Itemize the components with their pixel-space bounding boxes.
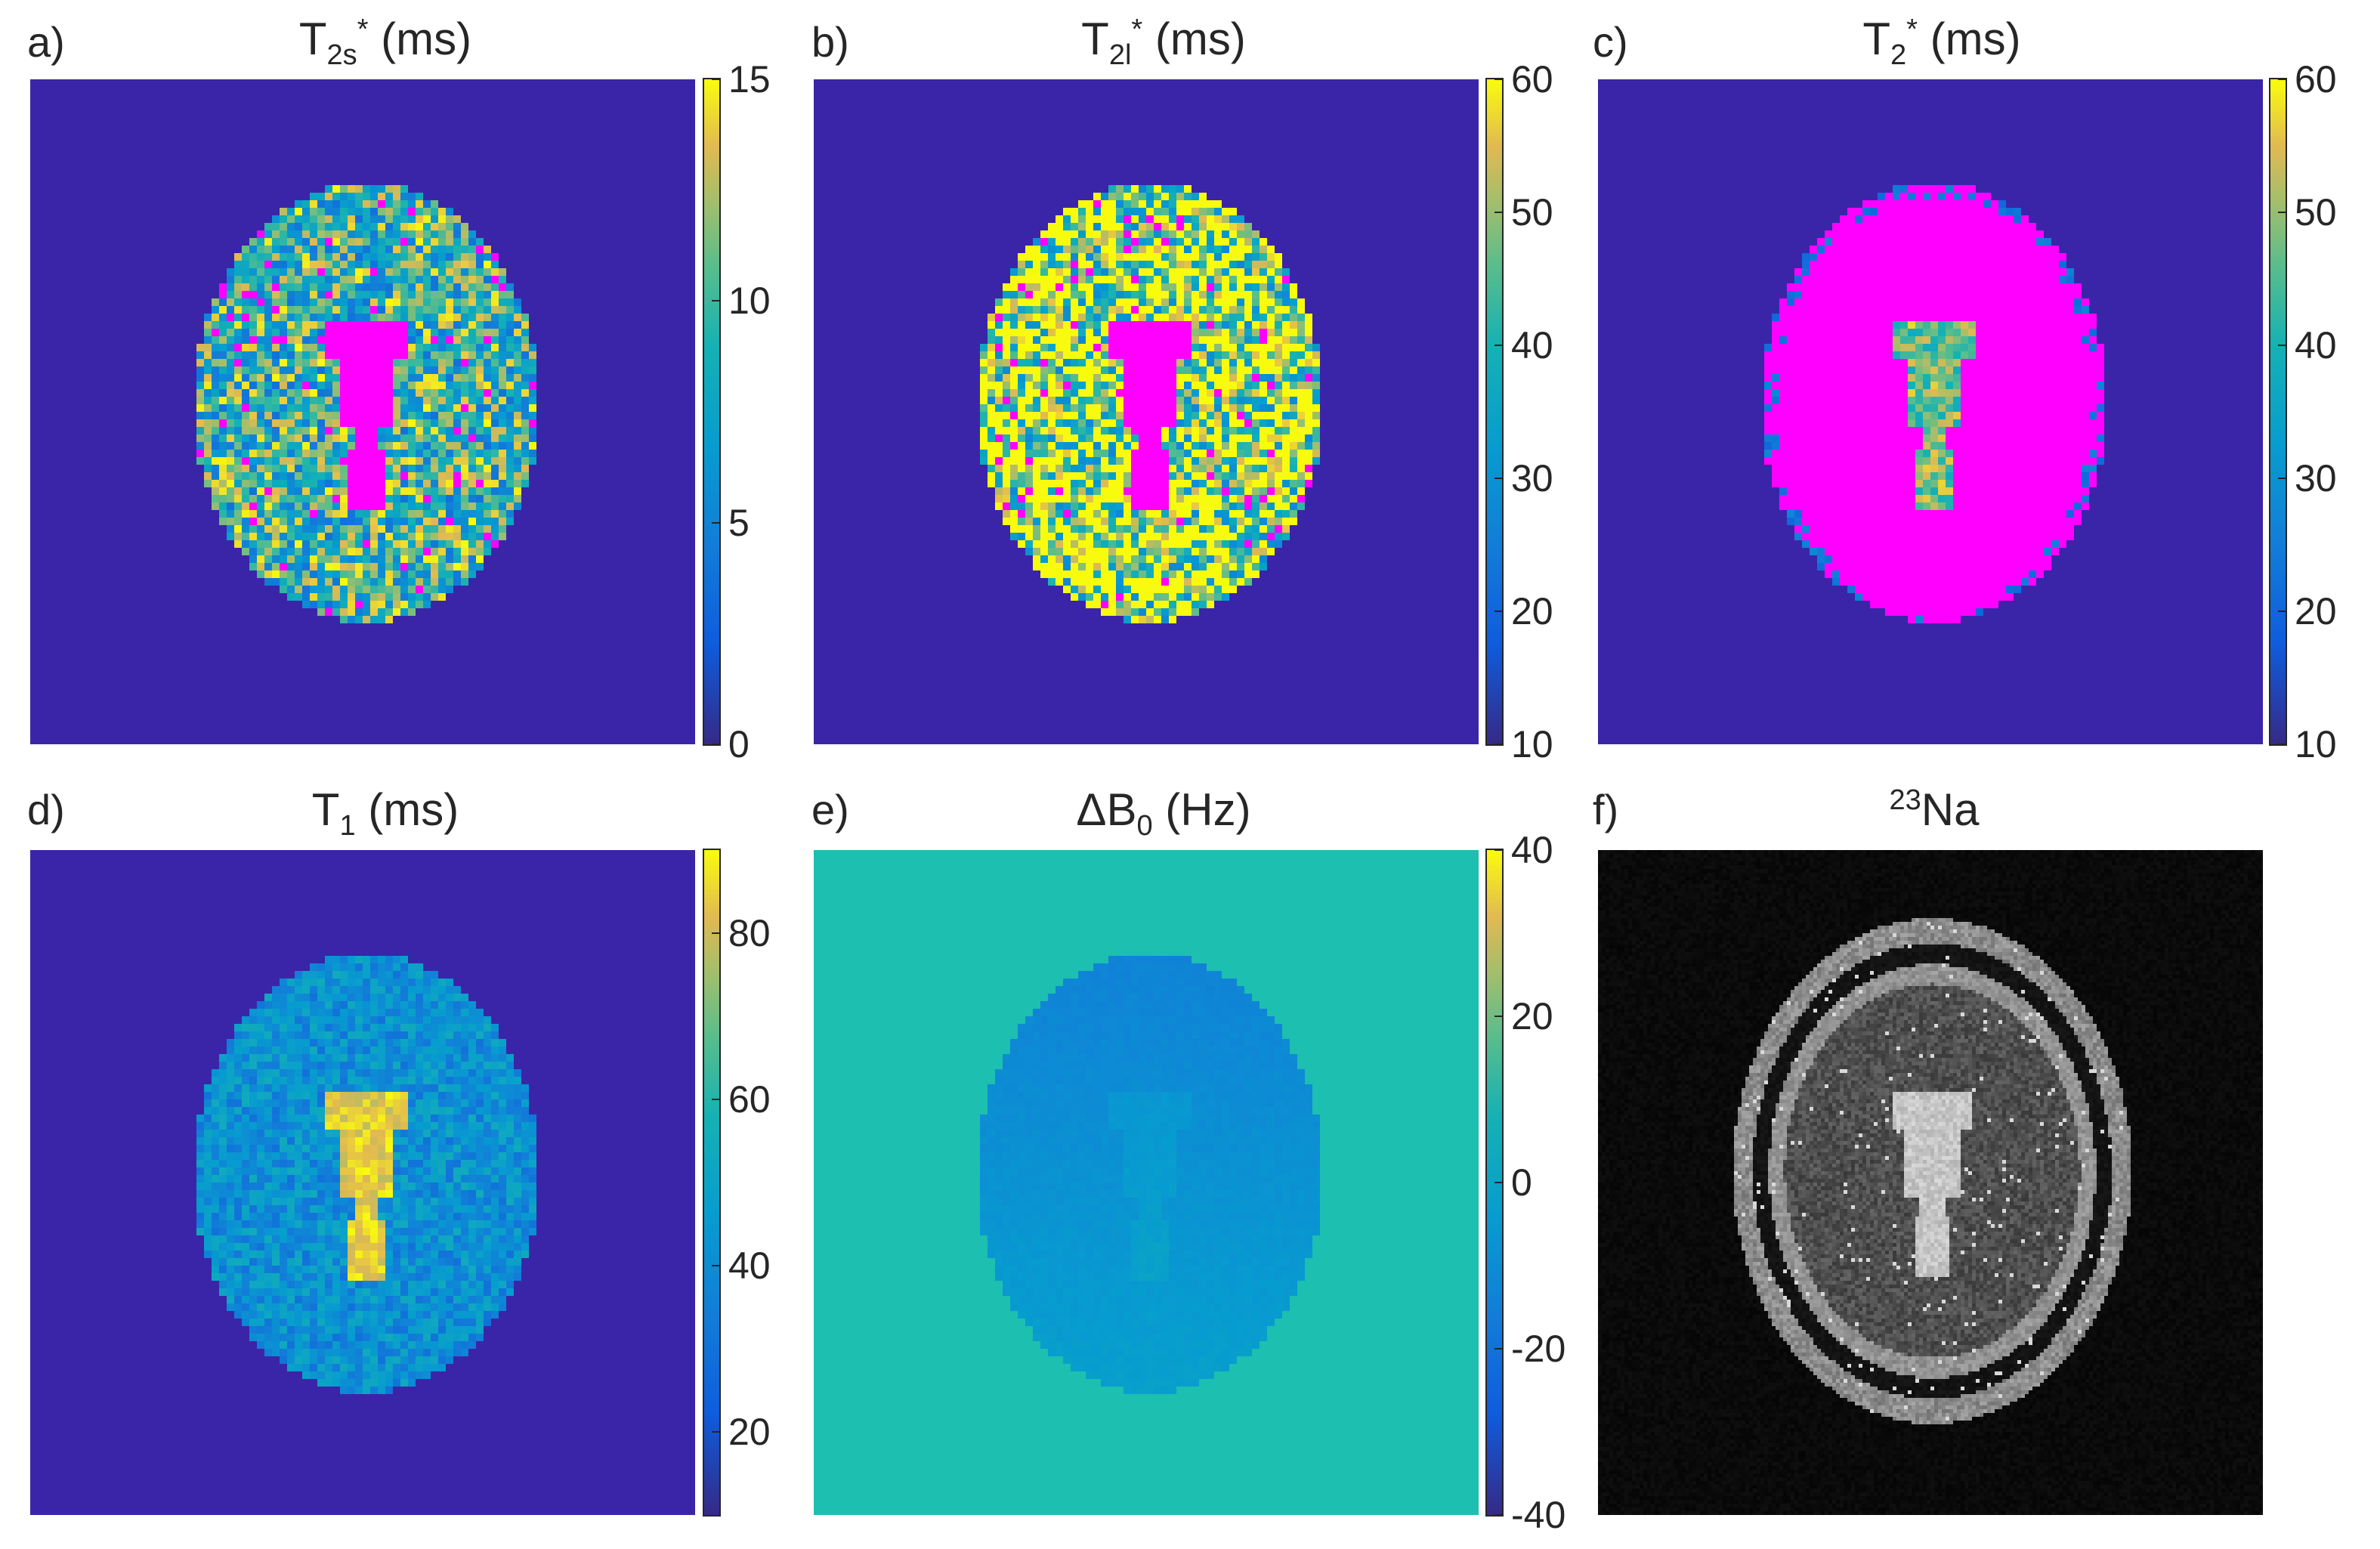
panel-letter: e) [811,786,849,833]
colorbar [703,849,721,1517]
colorbar-tick-label: 40 [2295,324,2337,366]
colorbar-tick-label: 20 [728,1411,771,1453]
colorbar-tick-mark [1494,1182,1502,1183]
colorbar-tick-label: 40 [1511,829,1553,871]
panel-letter: f) [1593,786,1619,833]
colorbar-tick-label: 40 [728,1244,771,1287]
colorbar-tick-mark [712,79,719,80]
colorbar-tick-label: 50 [2295,191,2337,233]
colorbar-tick-mark [1494,744,1502,745]
t2-map-image [1598,79,2263,744]
colorbar-tick-label: 40 [1511,324,1553,366]
colorbar-tick-label: 15 [728,58,771,100]
colorbar-tick-label: 30 [2295,457,2337,499]
colorbar-tick-label: 10 [1511,723,1553,765]
colorbar-tick-label: 5 [728,501,750,544]
colorbar-tick-label: -40 [1511,1494,1566,1536]
colorbar-tick-mark [1494,212,1502,213]
colorbar-tick-mark [712,300,719,302]
t2l-map-image [814,79,1479,744]
panel-letter: c) [1593,18,1628,66]
colorbar-tick-label: 30 [1511,457,1553,499]
colorbar [2269,78,2287,746]
colorbar-tick-mark [1494,1348,1502,1350]
colorbar-tick-label: 10 [2295,723,2337,765]
colorbar-tick-label: 50 [1511,191,1553,233]
panel-title: T2* (ms) [1862,14,2021,71]
colorbar-tick-mark [2278,611,2286,612]
panel-title: T2l* (ms) [1081,14,1246,71]
colorbar-tick-label: 80 [728,912,771,954]
colorbar-tick-label: 20 [2295,590,2337,632]
colorbar-tick-mark [712,1099,719,1100]
panel-title: T1 (ms) [311,784,459,842]
t2s-map-image [30,79,695,744]
colorbar-tick-label: 60 [2295,58,2337,100]
colorbar-tick-label: 10 [728,280,771,323]
colorbar-tick-mark [1494,849,1502,851]
colorbar-tick-label: 20 [1511,590,1553,632]
panel-letter: d) [27,786,65,833]
colorbar-tick-mark [712,1431,719,1433]
panel-title: 23Na [1889,784,1980,835]
colorbar-tick-label: 60 [728,1078,771,1121]
t1-map-image [30,850,695,1515]
colorbar-tick-label: -20 [1511,1328,1566,1370]
colorbar-tick-label: 20 [1511,995,1553,1037]
panel-letter: a) [27,18,65,66]
colorbar-tick-mark [2278,212,2286,213]
colorbar-tick-mark [712,932,719,934]
colorbar-tick-label: 0 [728,723,750,765]
colorbar-tick-mark [1494,611,1502,612]
colorbar-tick-mark [1494,345,1502,346]
b0-map-image [814,850,1479,1515]
colorbar-tick-mark [2278,478,2286,479]
colorbar-tick-mark [712,521,719,524]
panel-letter: b) [811,18,849,66]
panel-title: ΔB0 (Hz) [1076,784,1251,842]
colorbar-tick-mark [1494,478,1502,479]
colorbar-tick-mark [712,744,719,745]
colorbar-tick-mark [2278,345,2286,346]
sodium-image [1598,850,2263,1515]
colorbar-tick-label: 0 [1511,1161,1532,1204]
colorbar [703,78,721,746]
colorbar-tick-mark [1494,1514,1502,1516]
colorbar-tick-mark [2278,79,2286,80]
colorbar-tick-mark [712,1265,719,1266]
panel-title: T2s* (ms) [298,14,472,71]
colorbar-tick-mark [1494,79,1502,80]
colorbar-tick-mark [1494,1016,1502,1017]
colorbar-tick-mark [2278,744,2286,745]
colorbar [1485,78,1504,746]
colorbar-tick-label: 60 [1511,58,1553,100]
